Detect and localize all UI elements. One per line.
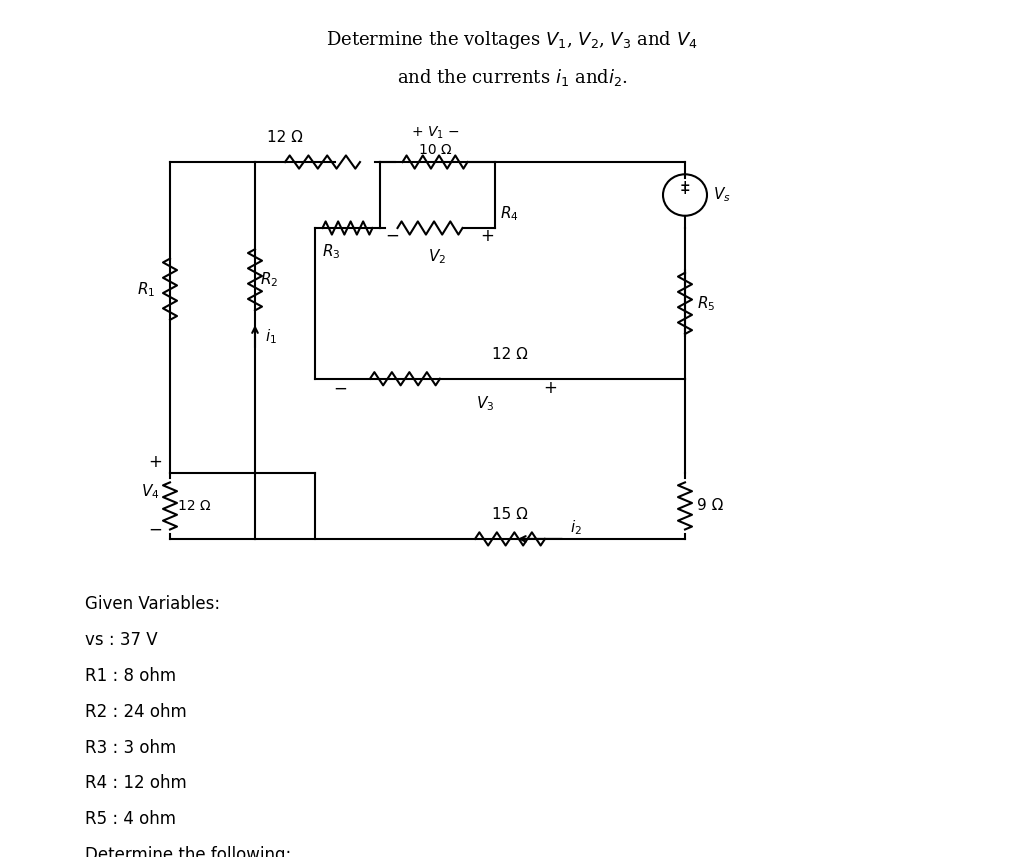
Text: $V_s$: $V_s$: [713, 186, 731, 204]
Text: 12 Ω: 12 Ω: [267, 130, 303, 145]
Text: $i_2$: $i_2$: [570, 518, 582, 537]
Text: vs : 37 V: vs : 37 V: [85, 632, 158, 650]
Text: $R_2$: $R_2$: [260, 271, 279, 289]
Text: and the currents $i_1$ and$i_2$.: and the currents $i_1$ and$i_2$.: [396, 67, 628, 87]
Text: +: +: [680, 179, 690, 192]
Text: $R_5$: $R_5$: [697, 294, 716, 313]
Text: R4 : 12 ohm: R4 : 12 ohm: [85, 775, 186, 793]
Text: $R_4$: $R_4$: [500, 205, 519, 224]
Text: −: −: [385, 226, 399, 244]
Text: $V_2$: $V_2$: [428, 247, 446, 266]
Text: $R_1$: $R_1$: [136, 280, 155, 298]
Text: $R_3$: $R_3$: [322, 243, 340, 261]
Text: R3 : 3 ohm: R3 : 3 ohm: [85, 739, 176, 757]
Text: +: +: [148, 452, 162, 470]
Text: 9 Ω: 9 Ω: [697, 499, 723, 513]
Text: 12 Ω: 12 Ω: [178, 499, 211, 513]
Text: R5 : 4 ohm: R5 : 4 ohm: [85, 810, 176, 828]
Text: +: +: [680, 183, 690, 197]
Text: Determine the voltages $V_1$, $V_2$, $V_3$ and $V_4$: Determine the voltages $V_1$, $V_2$, $V_…: [327, 28, 697, 51]
Text: + $V_1$ −: + $V_1$ −: [411, 125, 460, 141]
Text: Determine the following:: Determine the following:: [85, 846, 291, 857]
Text: −: −: [333, 379, 347, 397]
Text: +: +: [480, 226, 494, 244]
Text: Given Variables:: Given Variables:: [85, 596, 220, 614]
Text: $i_1$: $i_1$: [265, 327, 276, 345]
Text: 12 Ω: 12 Ω: [493, 347, 528, 362]
Text: 15 Ω: 15 Ω: [493, 507, 528, 522]
Text: −: −: [148, 520, 162, 538]
Text: $V_3$: $V_3$: [476, 395, 495, 413]
Text: $V_4$: $V_4$: [141, 482, 160, 501]
Text: 10 Ω: 10 Ω: [419, 143, 452, 158]
Text: R2 : 24 ohm: R2 : 24 ohm: [85, 703, 186, 721]
Text: +: +: [543, 379, 557, 397]
Text: R1 : 8 ohm: R1 : 8 ohm: [85, 667, 176, 685]
